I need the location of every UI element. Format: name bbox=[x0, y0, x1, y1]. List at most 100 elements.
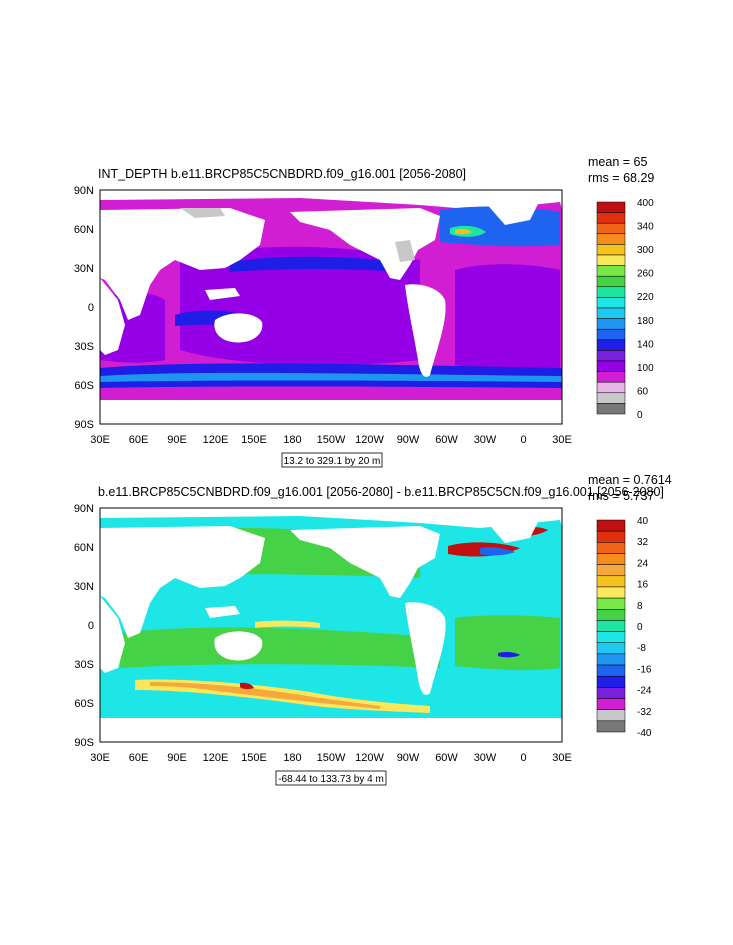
y-tick-label: 90N bbox=[74, 503, 94, 515]
colorbar-swatch bbox=[596, 664, 626, 677]
y-tick-label: 60S bbox=[74, 698, 94, 710]
land-africa-south bbox=[100, 596, 125, 673]
colorbar-label: 100 bbox=[637, 363, 654, 374]
x-tick-label: 150E bbox=[241, 434, 267, 446]
stat-mean: mean = 0.7614 bbox=[588, 473, 672, 487]
colorbar-label: 180 bbox=[637, 316, 654, 327]
x-axis: 30E 60E 90E 120E 150E 180 150W 120W 90W … bbox=[90, 434, 572, 446]
shallow-gulf bbox=[395, 240, 415, 262]
y-tick-label: 30S bbox=[74, 659, 94, 671]
x-tick-label: 60W bbox=[435, 752, 458, 764]
colorbar-swatch bbox=[596, 653, 626, 666]
panel-title: INT_DEPTH b.e11.BRCP85C5CNBDRD.f09_g16.0… bbox=[98, 167, 466, 181]
x-tick-label: 90E bbox=[167, 752, 187, 764]
colorbar-swatch bbox=[596, 328, 626, 341]
x-tick-label: 0 bbox=[520, 434, 526, 446]
atlantic-deep-band bbox=[455, 264, 560, 373]
y-tick-label: 0 bbox=[88, 620, 94, 632]
colorbar-swatch bbox=[596, 609, 626, 621]
x-tick-label: 30E bbox=[90, 752, 110, 764]
colorbar-swatch bbox=[596, 720, 626, 733]
x-tick-label: 90W bbox=[397, 752, 420, 764]
colorbar-swatch bbox=[596, 586, 626, 599]
x-tick-label: 90W bbox=[397, 434, 420, 446]
land-australia bbox=[214, 631, 263, 661]
x-tick-label: 30W bbox=[474, 752, 497, 764]
depth-map-figure: INT_DEPTH b.e11.BRCP85C5CNBDRD.f09_g16.0… bbox=[74, 155, 654, 468]
equatorial-yellow-strip bbox=[255, 620, 320, 628]
colorbar-swatch bbox=[596, 286, 626, 298]
x-tick-label: 120E bbox=[203, 752, 229, 764]
colorbar-swatch bbox=[596, 687, 626, 699]
land-antarctica bbox=[100, 720, 562, 742]
colorbar-label: 8 bbox=[637, 601, 643, 612]
land-maritime-continent bbox=[205, 288, 240, 300]
colorbar-swatch bbox=[596, 275, 626, 288]
land-antarctica bbox=[100, 408, 562, 424]
x-tick-label: 30E bbox=[552, 752, 572, 764]
labrador-sea-peak bbox=[455, 228, 472, 235]
x-tick-label: 150W bbox=[317, 752, 346, 764]
x-axis: 30E 60E 90E 120E 150E 180 150W 120W 90W … bbox=[90, 752, 572, 764]
x-tick-label: 90E bbox=[167, 434, 187, 446]
colorbar-label: 16 bbox=[637, 580, 649, 591]
colorbar-label: -32 bbox=[637, 707, 652, 718]
y-tick-label: 0 bbox=[88, 302, 94, 314]
colorbar-swatch bbox=[596, 575, 626, 588]
colorbar-label: 220 bbox=[637, 292, 654, 303]
x-tick-label: 150W bbox=[317, 434, 346, 446]
colorbar-swatch bbox=[596, 297, 626, 309]
x-tick-label: 120E bbox=[203, 434, 229, 446]
southern-ocean-peak bbox=[240, 682, 254, 690]
plot-frame bbox=[99, 189, 563, 425]
x-tick-label: 180 bbox=[283, 434, 301, 446]
colorbar-swatch bbox=[596, 307, 626, 319]
colorbar-label: 140 bbox=[637, 339, 654, 350]
colorbar-swatch bbox=[596, 222, 626, 235]
x-tick-label: 60E bbox=[129, 752, 149, 764]
contour-info: 13.2 to 329.1 by 20 m bbox=[284, 456, 381, 467]
colorbar-swatch bbox=[596, 212, 626, 224]
colorbar-label: 32 bbox=[637, 537, 649, 548]
colorbar: 400 340 300 260 220 180 140 100 60 0 bbox=[596, 198, 654, 421]
contour-info-box bbox=[281, 452, 383, 468]
y-tick-label: 30N bbox=[74, 263, 94, 275]
colorbar-swatch bbox=[596, 392, 626, 404]
x-tick-label: 180 bbox=[283, 752, 301, 764]
colorbar-swatch bbox=[596, 530, 626, 543]
land-masks bbox=[100, 200, 562, 424]
land-north-america bbox=[290, 208, 440, 280]
land-north-america bbox=[290, 526, 440, 598]
x-tick-label: 30E bbox=[552, 434, 572, 446]
x-tick-label: 30W bbox=[474, 434, 497, 446]
colorbar-swatch bbox=[596, 318, 626, 330]
colorbar-label: 0 bbox=[637, 410, 643, 421]
x-tick-label: 120W bbox=[355, 752, 384, 764]
panel-title: b.e11.BRCP85C5CNBDRD.f09_g16.001 [2056-2… bbox=[98, 485, 664, 499]
colorbar-swatch bbox=[596, 519, 626, 532]
colorbar-label: 24 bbox=[637, 558, 649, 569]
contour-info-box bbox=[275, 770, 387, 786]
land-maritime-continent bbox=[205, 606, 240, 618]
depth-map-panel: INT_DEPTH b.e11.BRCP85C5CNBDRD.f09_g16.0… bbox=[0, 150, 733, 470]
land-australia bbox=[214, 313, 263, 343]
colorbar-label: -40 bbox=[637, 728, 652, 739]
colorbar-swatch bbox=[596, 642, 626, 655]
colorbar-swatch bbox=[596, 201, 626, 213]
colorbar-swatch bbox=[596, 265, 626, 277]
x-tick-label: 60W bbox=[435, 434, 458, 446]
colorbar-swatch bbox=[596, 371, 626, 383]
difference-map-figure: b.e11.BRCP85C5CNBDRD.f09_g16.001 [2056-2… bbox=[74, 473, 672, 786]
colorbar-label: 260 bbox=[637, 269, 654, 280]
land-greenland bbox=[485, 518, 540, 543]
y-axis: 90N 60N 30N 0 30S 60S 90S bbox=[74, 185, 94, 431]
stat-rms: rms = 5.737 bbox=[588, 489, 654, 503]
colorbar-swatch bbox=[596, 360, 626, 372]
x-tick-label: 150E bbox=[241, 752, 267, 764]
colorbar: 40 32 24 16 8 0 -8 -16 -24 -32 -40 bbox=[596, 516, 652, 739]
shallow-arctic-shelf bbox=[180, 208, 225, 218]
colorbar-label: -24 bbox=[637, 686, 652, 697]
colorbar-swatch bbox=[596, 698, 626, 710]
x-tick-label: 120W bbox=[355, 434, 384, 446]
land-eurasia-africa bbox=[100, 526, 265, 638]
